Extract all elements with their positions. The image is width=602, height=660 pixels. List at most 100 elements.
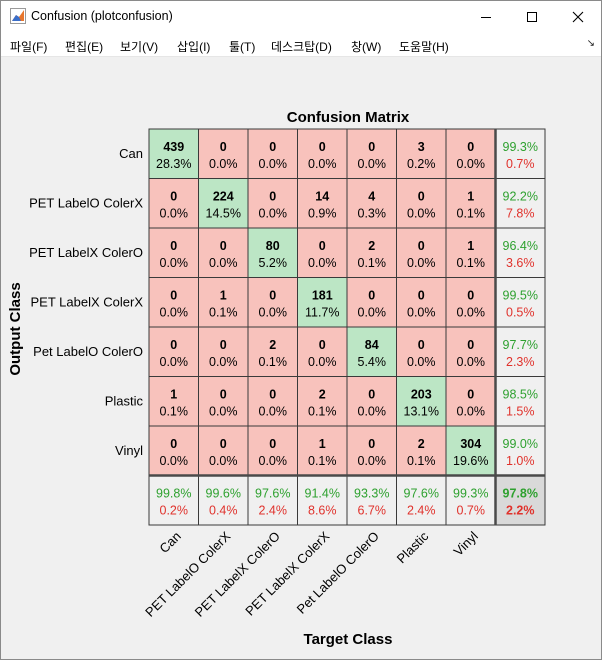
cell-count: 84: [365, 338, 379, 352]
cell-percent: 0.0%: [358, 405, 387, 419]
menu-desktop[interactable]: 데스크탑(D): [271, 40, 332, 54]
matrix-cell: [148, 425, 199, 476]
cell-percent: 0.0%: [259, 157, 288, 171]
cell-count: 0: [220, 388, 227, 402]
cell-percent: 0.0%: [259, 405, 288, 419]
cell-percent: 0.0%: [457, 306, 486, 320]
cell-percent: 0.0%: [209, 157, 238, 171]
cell-count: 0: [418, 289, 425, 303]
cell-count: 0: [418, 338, 425, 352]
menu-help[interactable]: 도움말(H): [399, 40, 449, 54]
y-tick-label: PET LabelX ColerX: [31, 294, 144, 309]
cell-count: 3: [418, 140, 425, 154]
col-summary-cell: [346, 475, 397, 526]
cell-percent: 0.0%: [308, 355, 337, 369]
x-tick-label: PET LabelX ColerX: [242, 528, 332, 618]
dock-arrow-icon[interactable]: ↘: [586, 38, 595, 49]
cell-percent: 0.1%: [259, 355, 288, 369]
cell-count: 14: [315, 190, 329, 204]
col-summary-correct: 99.6%: [206, 487, 241, 501]
cell-percent: 0.0%: [160, 207, 189, 221]
cell-count: 0: [170, 190, 177, 204]
cell-percent: 13.1%: [404, 405, 439, 419]
matrix-cell: [247, 128, 298, 179]
cell-count: 0: [467, 140, 474, 154]
cell-count: 0: [170, 437, 177, 451]
matrix-cell: [346, 326, 397, 377]
matrix-cell: [198, 178, 249, 229]
cell-count: 2: [418, 437, 425, 451]
cell-percent: 28.3%: [156, 157, 191, 171]
maximize-button[interactable]: [509, 1, 555, 32]
menu-tools[interactable]: 툴(T): [229, 40, 256, 54]
matlab-figure-icon: [10, 8, 26, 24]
cell-count: 2: [319, 388, 326, 402]
matrix-cell: [346, 277, 397, 328]
matrix-cell: [346, 425, 397, 476]
x-tick-label: Can: [156, 529, 183, 556]
cell-percent: 0.1%: [457, 207, 486, 221]
cell-count: 0: [467, 388, 474, 402]
cell-percent: 0.0%: [160, 454, 189, 468]
cell-count: 0: [467, 338, 474, 352]
matrix-cells: 439 28.3% 0 0.0% 0 0.0% 0 0.0% 0 0.0% 3 0.2% 0 0.0% 99…: [148, 128, 546, 526]
cell-percent: 0.0%: [308, 157, 337, 171]
minimize-button[interactable]: [463, 1, 509, 32]
x-axis-label: Target Class: [304, 631, 393, 648]
menu-insert[interactable]: 삽입(I): [177, 40, 211, 54]
cell-percent: 0.0%: [209, 405, 238, 419]
y-axis-label: Output Class: [7, 282, 24, 375]
matrix-cell: [247, 425, 298, 476]
matrix-cell: [297, 178, 348, 229]
menu-edit[interactable]: 편집(E): [65, 40, 104, 54]
cell-percent: 0.0%: [358, 157, 387, 171]
cell-percent: 0.3%: [358, 207, 387, 221]
x-tick-label: Plastic: [394, 528, 432, 566]
x-tick-label: Vinyl: [450, 528, 480, 558]
cell-percent: 0.1%: [407, 454, 436, 468]
row-summary-wrong: 2.3%: [506, 355, 535, 369]
row-summary-correct: 96.4%: [503, 239, 538, 253]
close-button[interactable]: [555, 1, 601, 32]
y-tick-label: Plastic: [105, 393, 144, 408]
cell-percent: 0.0%: [407, 306, 436, 320]
cell-count: 4: [368, 190, 375, 204]
close-icon: [572, 11, 584, 23]
matrix-cell: [445, 376, 496, 427]
row-summary-correct: 99.0%: [503, 437, 538, 451]
cell-percent: 0.0%: [259, 306, 288, 320]
matrix-cell: [148, 128, 199, 179]
matrix-cell: [346, 376, 397, 427]
col-summary-cell: [247, 475, 298, 526]
cell-percent: 0.0%: [259, 454, 288, 468]
col-summary-correct: 97.6%: [255, 487, 290, 501]
cell-percent: 0.1%: [209, 306, 238, 320]
cell-count: 0: [269, 190, 276, 204]
y-tick-label: Pet LabelO ColerO: [33, 344, 143, 359]
row-summary-cell: [495, 376, 546, 427]
menu-view[interactable]: 보기(V): [120, 40, 159, 54]
row-summary-correct: 99.3%: [503, 140, 538, 154]
title-bar[interactable]: Confusion (plotconfusion): [1, 1, 601, 32]
cell-count: 0: [319, 239, 326, 253]
cell-count: 0: [269, 388, 276, 402]
cell-percent: 0.0%: [209, 256, 238, 270]
x-tick-label: Pet LabelO ColerO: [294, 529, 382, 617]
cell-count: 0: [220, 437, 227, 451]
cell-count: 0: [220, 338, 227, 352]
menu-window[interactable]: 창(W): [351, 40, 382, 54]
cell-percent: 5.2%: [259, 256, 288, 270]
x-tick-label: PET LabelO ColerX: [142, 528, 233, 619]
x-tick-label: PET LabelX ColerO: [192, 529, 283, 620]
col-summary-wrong: 2.4%: [407, 504, 436, 518]
cell-percent: 0.0%: [358, 454, 387, 468]
cell-count: 224: [213, 190, 234, 204]
row-summary-cell: [495, 178, 546, 229]
cell-percent: 0.0%: [259, 207, 288, 221]
col-summary-wrong: 0.7%: [457, 504, 486, 518]
row-summary-cell: [495, 227, 546, 278]
cell-count: 0: [269, 437, 276, 451]
menu-file[interactable]: 파일(F): [10, 40, 48, 54]
cell-count: 0: [319, 140, 326, 154]
matrix-cell: [396, 178, 447, 229]
